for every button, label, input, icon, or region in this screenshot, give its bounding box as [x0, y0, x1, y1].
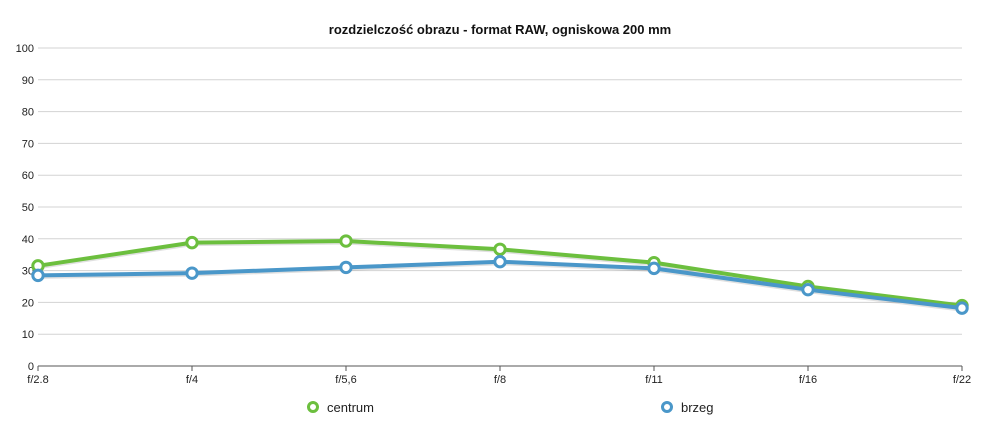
y-tick-label: 50 [22, 202, 34, 214]
y-tick-label: 70 [22, 138, 34, 150]
y-tick-label: 80 [22, 107, 34, 119]
y-tick-label: 40 [22, 234, 34, 246]
data-point [493, 242, 507, 256]
data-point [955, 301, 969, 315]
legend-marker [661, 401, 673, 413]
data-point [339, 234, 353, 248]
data-point [185, 266, 199, 280]
chart-title: rozdzielczość obrazu - format RAW, ognis… [329, 22, 671, 37]
data-point [185, 235, 199, 250]
legend-label: centrum [327, 400, 374, 415]
gridlines [38, 47, 962, 367]
x-tick-label: f/2.8 [27, 374, 48, 386]
y-tick-label: 60 [22, 170, 34, 182]
legend: centrum brzeg [307, 400, 714, 415]
legend-item-centrum: centrum [307, 400, 374, 415]
x-tick-label: f/8 [494, 374, 506, 386]
x-axis-ticks: f/2.8 f/4 f/5,6 f/8 f/11 f/16 f/22 [27, 366, 971, 386]
x-tick-label: f/16 [799, 374, 817, 386]
legend-item-brzeg: brzeg [661, 400, 714, 415]
y-tick-label: 10 [22, 329, 34, 341]
series-lines [31, 234, 969, 315]
data-point [801, 282, 815, 297]
y-tick-label: 20 [22, 297, 34, 309]
y-tick-label: 30 [22, 266, 34, 278]
data-point [31, 268, 45, 283]
x-tick-label: f/22 [953, 374, 971, 386]
series-brzeg [31, 254, 969, 315]
y-tick-label: 0 [28, 361, 34, 373]
legend-label: brzeg [681, 400, 714, 415]
y-tick-label: 90 [22, 75, 34, 87]
data-point [647, 261, 661, 276]
x-tick-label: f/5,6 [335, 374, 356, 386]
x-tick-label: f/4 [186, 374, 198, 386]
y-axis-ticks: 0 10 20 30 40 50 60 70 80 90 100 [16, 43, 34, 373]
series-line [36, 259, 964, 311]
data-point [339, 260, 353, 275]
y-tick-label: 100 [16, 43, 34, 55]
legend-marker [307, 401, 319, 413]
x-tick-label: f/11 [645, 374, 663, 386]
data-point [493, 254, 507, 269]
